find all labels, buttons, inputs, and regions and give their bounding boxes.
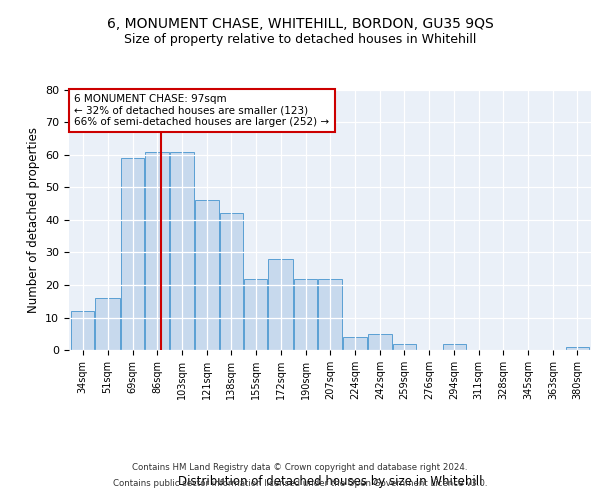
Bar	[145, 152, 169, 350]
Bar	[294, 278, 317, 350]
Bar	[319, 278, 341, 350]
Bar	[343, 337, 367, 350]
Text: Size of property relative to detached houses in Whitehill: Size of property relative to detached ho…	[124, 32, 476, 46]
Text: Contains HM Land Registry data © Crown copyright and database right 2024.: Contains HM Land Registry data © Crown c…	[132, 464, 468, 472]
Bar	[196, 200, 218, 350]
Bar	[393, 344, 416, 350]
Bar	[71, 311, 94, 350]
Bar	[566, 347, 589, 350]
Bar	[95, 298, 120, 350]
Text: 6, MONUMENT CHASE, WHITEHILL, BORDON, GU35 9QS: 6, MONUMENT CHASE, WHITEHILL, BORDON, GU…	[107, 18, 493, 32]
Y-axis label: Number of detached properties: Number of detached properties	[26, 127, 40, 313]
Text: 6 MONUMENT CHASE: 97sqm
← 32% of detached houses are smaller (123)
66% of semi-d: 6 MONUMENT CHASE: 97sqm ← 32% of detache…	[74, 94, 329, 127]
Bar	[244, 278, 267, 350]
Text: Contains public sector information licensed under the Open Government Licence v3: Contains public sector information licen…	[113, 478, 487, 488]
Bar	[443, 344, 466, 350]
Bar	[368, 334, 392, 350]
Bar	[220, 214, 243, 350]
Bar	[170, 152, 194, 350]
Bar	[268, 259, 293, 350]
X-axis label: Distribution of detached houses by size in Whitehill: Distribution of detached houses by size …	[178, 476, 482, 488]
Bar	[121, 158, 144, 350]
